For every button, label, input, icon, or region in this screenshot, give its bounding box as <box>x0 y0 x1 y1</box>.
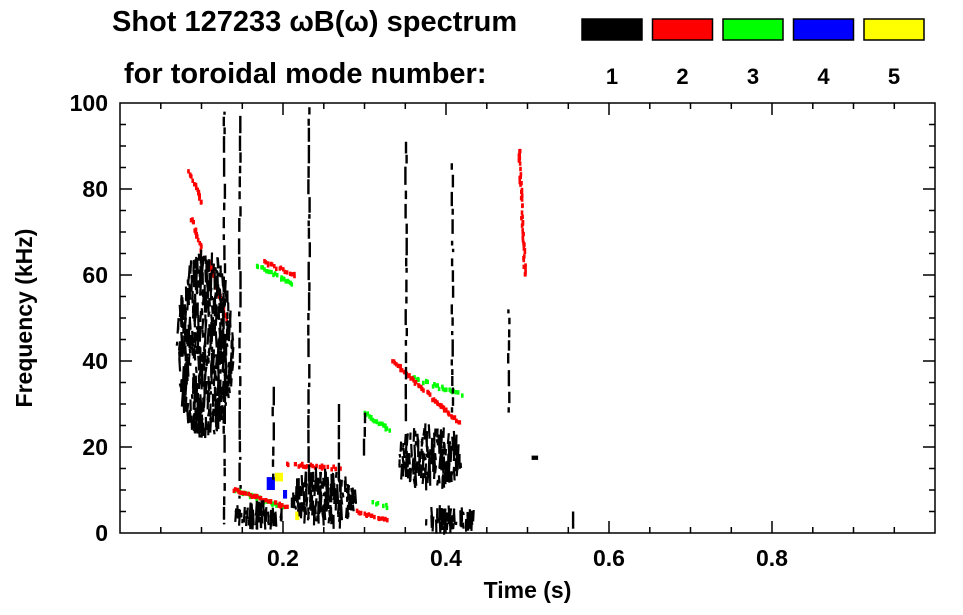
x-tick-label-0.8: 0.8 <box>756 545 788 571</box>
mode-1-vline-28 <box>507 309 511 413</box>
legend-swatch-mode-4 <box>792 18 855 41</box>
mode-2-chirp-15 <box>517 148 527 277</box>
plot-frame <box>119 102 936 534</box>
legend-swatch-mode-5 <box>863 18 925 41</box>
mode-3-chirp-8 <box>371 500 389 511</box>
mode-1-blob-19 <box>290 467 358 529</box>
mode-1-vline-24 <box>237 115 242 499</box>
axis-ticks <box>120 103 935 533</box>
mode-2-chirp-11 <box>232 487 289 510</box>
x-tick-label-0.4: 0.4 <box>430 545 462 571</box>
legend: 1 2 3 4 5 <box>581 18 925 89</box>
legend-label-mode-5: 5 <box>888 64 900 89</box>
chart-subtitle: for toroidal mode number: <box>124 58 487 90</box>
mode-2-chirp-14 <box>189 217 203 253</box>
legend-label-mode-3: 3 <box>747 64 759 89</box>
x-tick-label-0.6: 0.6 <box>593 545 625 571</box>
y-tick-label-0: 0 <box>95 520 108 546</box>
y-axis-label: Frequency (kHz) <box>11 229 37 408</box>
mode-5-dash-0 <box>274 472 283 482</box>
x-tick-label-0.2: 0.2 <box>267 545 299 571</box>
mode-1-vline-26 <box>404 141 408 422</box>
mode-1-blob-21 <box>234 500 283 530</box>
mode-2-chirp-13 <box>187 169 203 205</box>
y-tick-label-40: 40 <box>82 348 108 374</box>
y-tick-label-20: 20 <box>82 434 108 460</box>
mode-1-vline-23 <box>222 111 227 525</box>
mode-3-chirp-5 <box>255 263 294 287</box>
mode-2-chirp-10 <box>286 461 342 472</box>
mode-2-chirp-12 <box>263 259 296 279</box>
y-tick-label-60: 60 <box>82 262 108 288</box>
tick-marks <box>120 103 935 533</box>
mode-1-vline-27 <box>450 163 455 413</box>
mode-4-dash-2 <box>266 477 275 490</box>
legend-swatch-mode-1 <box>581 18 643 41</box>
mode-1-vline-31 <box>362 412 367 456</box>
y-tick-label-80: 80 <box>82 176 108 202</box>
chart-title: Shot 127233 ωB(ω) spectrum <box>112 6 518 38</box>
axis-tick-labels: 0 20 40 60 80 100 0.2 0.4 0.6 0.8 <box>70 90 789 571</box>
mode-1-dash-33 <box>531 455 539 460</box>
legend-label-mode-2: 2 <box>676 64 688 89</box>
legend-swatch-mode-3 <box>722 18 784 41</box>
mode-1-blob-20 <box>398 423 463 491</box>
legend-swatch-mode-2 <box>651 18 714 41</box>
mode-2-chirp-17 <box>355 508 389 523</box>
mode-1-vline-25 <box>307 107 311 482</box>
y-tick-label-100: 100 <box>70 90 108 116</box>
legend-label-mode-1: 1 <box>606 64 618 89</box>
x-axis-label: Time (s) <box>484 577 572 603</box>
mode-1-blob-22 <box>425 505 475 535</box>
mode-1-blob-18 <box>175 249 235 439</box>
mode-5-dash-1 <box>295 511 300 521</box>
legend-label-mode-4: 4 <box>817 64 830 89</box>
mode-1-vline-29 <box>271 386 275 480</box>
mode-3-chirp-7 <box>363 410 391 433</box>
mode-4-dash-3 <box>283 490 288 499</box>
plot-area <box>175 107 575 535</box>
